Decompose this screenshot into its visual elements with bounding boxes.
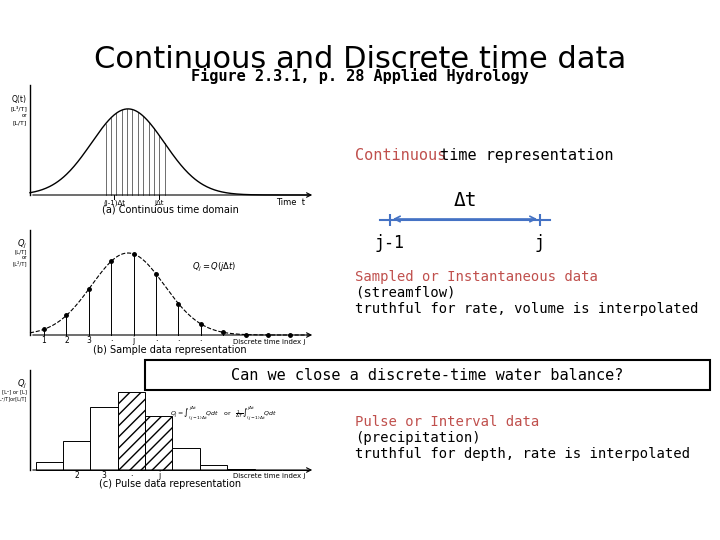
Text: Pulse or Interval data: Pulse or Interval data (355, 415, 539, 429)
Text: [L²/T]: [L²/T] (12, 260, 27, 266)
Text: (c) Pulse data representation: (c) Pulse data representation (99, 479, 241, 489)
Text: $Q_j = Q(j\Delta t)$: $Q_j = Q(j\Delta t)$ (192, 261, 237, 274)
Text: Figure 2.3.1, p. 28 Applied Hydrology: Figure 2.3.1, p. 28 Applied Hydrology (192, 68, 528, 84)
Text: Q(t): Q(t) (12, 95, 27, 104)
Text: ⋅: ⋅ (110, 336, 112, 345)
Text: 3: 3 (86, 336, 91, 345)
Text: [L²] or [L]: [L²] or [L] (2, 389, 27, 394)
Text: $Q_j$: $Q_j$ (17, 238, 27, 251)
Text: [L³/T]: [L³/T] (10, 105, 27, 111)
Text: Discrete time index j: Discrete time index j (233, 473, 305, 479)
Text: truthful for rate, volume is interpolated: truthful for rate, volume is interpolate… (355, 302, 698, 316)
Text: $Q_j$: $Q_j$ (17, 378, 27, 391)
Text: jΔt: jΔt (154, 200, 163, 206)
Text: 2: 2 (74, 471, 79, 480)
Bar (118, 393, 145, 470)
Text: Time  t: Time t (276, 198, 305, 207)
Bar (200, 465, 228, 470)
Text: [L/T]: [L/T] (13, 120, 27, 125)
Text: [L/T]: [L/T] (14, 249, 27, 254)
Text: (precipitation): (precipitation) (355, 431, 481, 445)
Text: Δt: Δt (454, 191, 477, 210)
Text: [L²/T]or[L/T]: [L²/T]or[L/T] (0, 396, 27, 401)
Text: (streamflow): (streamflow) (355, 286, 456, 300)
Text: Can we close a discrete-time water balance?: Can we close a discrete-time water balan… (231, 368, 624, 382)
Bar (145, 416, 173, 470)
Text: j: j (132, 336, 135, 345)
Bar (90, 407, 118, 470)
Text: (b) Sample data representation: (b) Sample data representation (93, 345, 247, 355)
Text: 3: 3 (102, 471, 107, 480)
Text: time representation: time representation (431, 148, 613, 163)
Text: ⋅: ⋅ (177, 336, 179, 345)
Text: or: or (22, 255, 27, 260)
Text: ⋅: ⋅ (155, 336, 157, 345)
Text: ⋅: ⋅ (199, 336, 202, 345)
Bar (35, 462, 63, 470)
Bar (63, 441, 90, 470)
Text: j: j (158, 471, 160, 480)
Text: j: j (535, 234, 545, 252)
Text: or: or (22, 113, 27, 118)
Text: ⋅: ⋅ (130, 471, 132, 480)
Text: Continuous: Continuous (355, 148, 446, 163)
Text: Sampled or Instantaneous data: Sampled or Instantaneous data (355, 270, 598, 284)
Text: 1: 1 (42, 336, 46, 345)
Bar (145, 360, 710, 390)
Text: truthful for depth, rate is interpolated: truthful for depth, rate is interpolated (355, 447, 690, 461)
Text: Discrete time index j: Discrete time index j (233, 339, 305, 345)
Text: Continuous and Discrete time data: Continuous and Discrete time data (94, 45, 626, 74)
Text: 2: 2 (64, 336, 69, 345)
Bar (173, 448, 200, 470)
Text: (j-1)Δt: (j-1)Δt (103, 200, 125, 206)
Text: j-1: j-1 (375, 234, 405, 252)
Bar (228, 469, 255, 470)
Text: (a) Continuous time domain: (a) Continuous time domain (102, 205, 238, 215)
Text: $Q_j = \int_{(j-1)\Delta t}^{j\Delta t} Q dt$   or   $\frac{1}{\Delta T}\int_{(j: $Q_j = \int_{(j-1)\Delta t}^{j\Delta t} … (170, 406, 277, 423)
